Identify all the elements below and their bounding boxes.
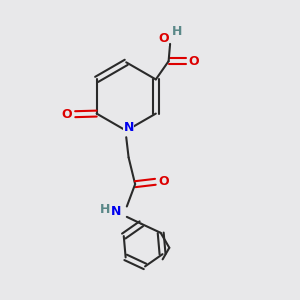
Text: N: N [111,205,122,218]
Text: N: N [123,121,134,134]
Text: O: O [158,175,169,188]
Text: H: H [172,25,183,38]
Text: O: O [61,108,72,121]
Text: H: H [100,203,111,216]
Text: O: O [158,32,169,45]
Text: O: O [189,55,200,68]
